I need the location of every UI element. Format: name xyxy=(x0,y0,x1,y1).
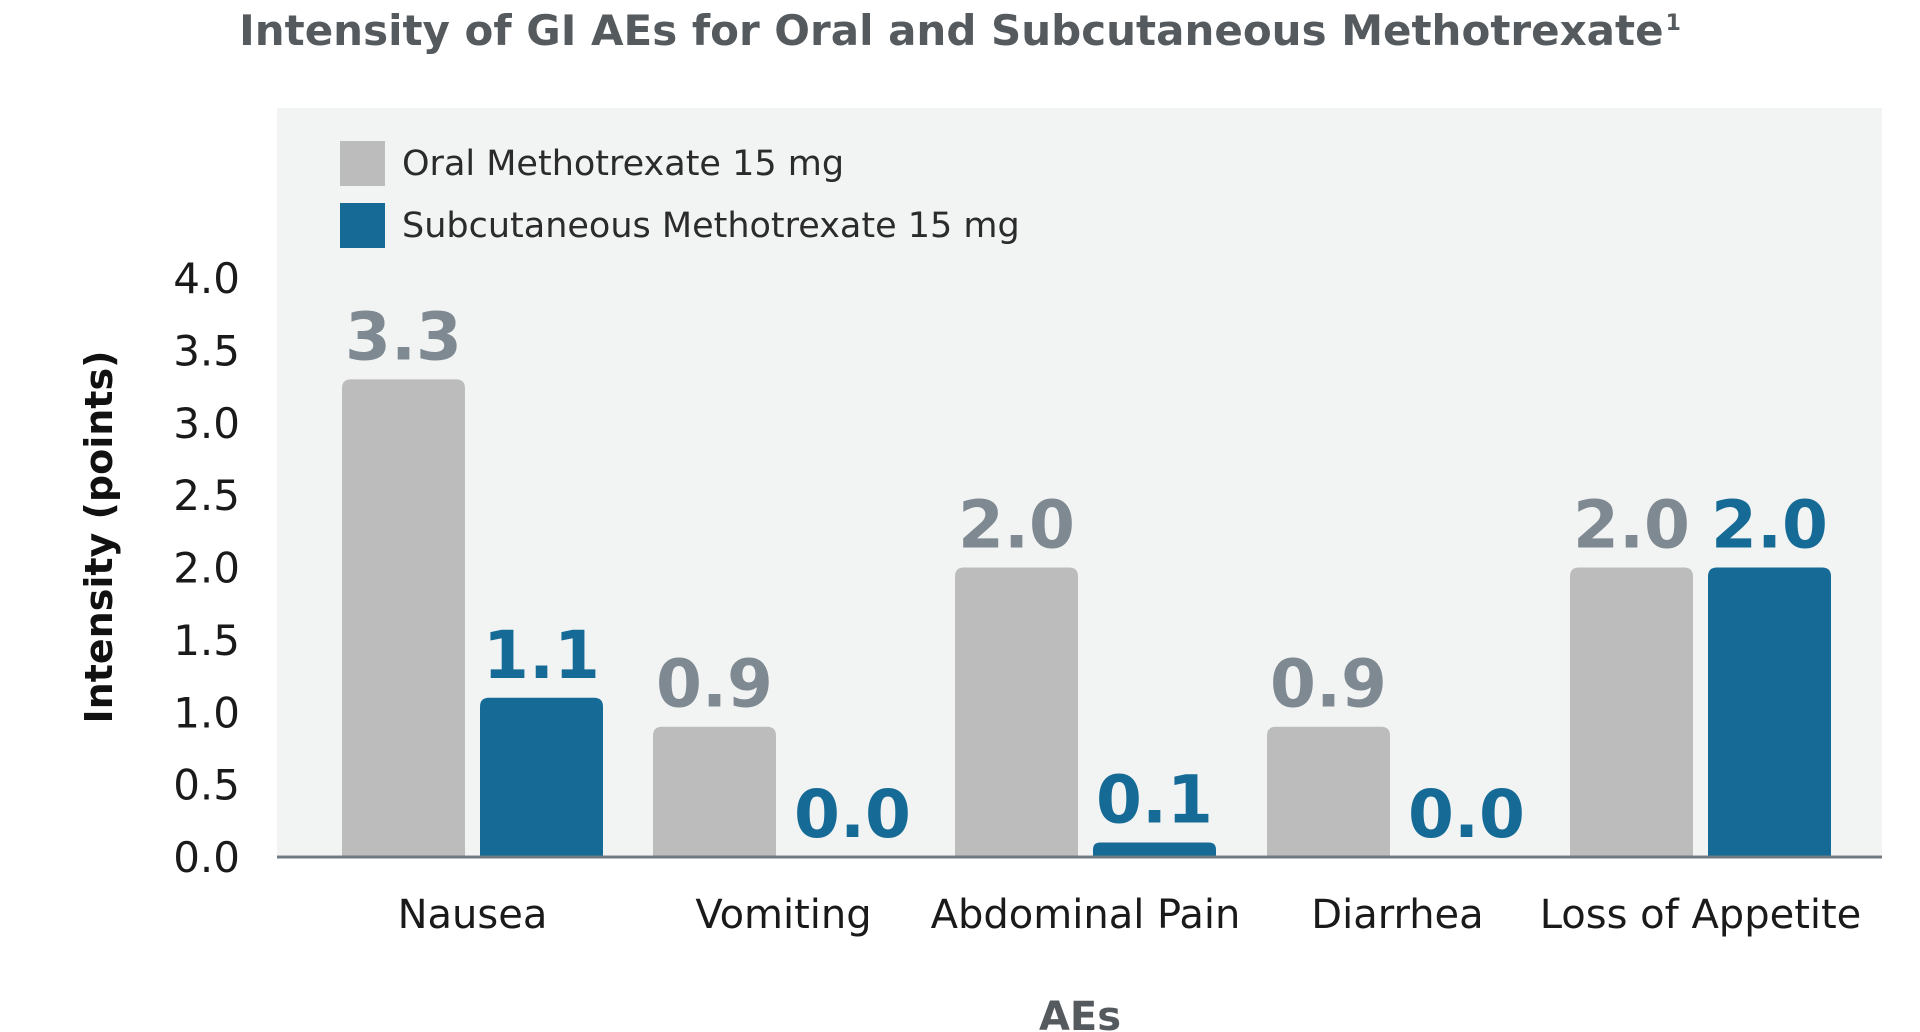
bar-oral xyxy=(955,567,1078,857)
data-label-oral: 0.9 xyxy=(1270,646,1387,723)
data-label-subcutaneous: 0.1 xyxy=(1096,762,1213,839)
data-label-subcutaneous: 1.1 xyxy=(483,617,600,694)
y-tick-label: 1.0 xyxy=(173,688,240,737)
x-axis: Nausea Vomiting Abdominal Pain Diarrhea Loss… xyxy=(398,892,1862,938)
bar-subcutaneous xyxy=(1708,567,1831,857)
bar-subcutaneous xyxy=(1093,842,1216,857)
legend-swatch-subcutaneous xyxy=(340,203,385,248)
x-axis-title: AEs xyxy=(1039,994,1121,1032)
data-label-subcutaneous: 2.0 xyxy=(1711,487,1828,564)
y-tick-label: 0.5 xyxy=(173,761,240,810)
chart-title: Intensity of GI AEs for Oral and Subcuta… xyxy=(239,6,1681,55)
x-tick-label: Abdominal Pain xyxy=(931,892,1241,938)
y-tick-label: 4.0 xyxy=(173,254,240,303)
bar-oral xyxy=(1570,567,1693,857)
title-superscript: 1 xyxy=(1665,11,1681,36)
y-tick-label: 3.0 xyxy=(173,399,240,448)
x-tick-label: Nausea xyxy=(398,892,548,938)
bar-subcutaneous xyxy=(480,697,603,857)
y-tick-label: 3.5 xyxy=(173,326,240,375)
bars: 3.3 1.1 0.9 0.0 2.0 0.1 0.9 0.0 2.0 2.0 xyxy=(342,298,1831,857)
data-label-oral: 0.9 xyxy=(656,646,773,723)
y-tick-label: 2.5 xyxy=(173,471,240,520)
y-axis-title: Intensity (points) xyxy=(77,351,121,724)
x-tick-label: Diarrhea xyxy=(1311,892,1483,938)
legend-label-oral: Oral Methotrexate 15 mg xyxy=(402,144,844,184)
data-label-subcutaneous: 0.0 xyxy=(794,776,911,853)
bar-oral xyxy=(342,379,465,857)
data-label-oral: 2.0 xyxy=(1573,487,1690,564)
bar-oral xyxy=(1267,726,1390,857)
y-tick-label: 0.0 xyxy=(173,833,240,882)
bar-oral xyxy=(653,726,776,857)
legend-label-subcutaneous: Subcutaneous Methotrexate 15 mg xyxy=(402,206,1020,246)
legend-swatch-oral xyxy=(340,141,385,186)
y-tick-label: 1.5 xyxy=(173,616,240,665)
y-axis: 0.0 0.5 1.0 1.5 2.0 2.5 3.0 3.5 4.0 xyxy=(173,254,240,882)
data-label-oral: 3.3 xyxy=(345,298,462,375)
legend: Oral Methotrexate 15 mg Subcutaneous Met… xyxy=(340,141,1020,248)
data-label-oral: 2.0 xyxy=(958,487,1075,564)
x-tick-label: Loss of Appetite xyxy=(1540,892,1862,938)
data-label-subcutaneous: 0.0 xyxy=(1408,776,1525,853)
x-tick-label: Vomiting xyxy=(695,892,871,938)
y-tick-label: 2.0 xyxy=(173,544,240,593)
